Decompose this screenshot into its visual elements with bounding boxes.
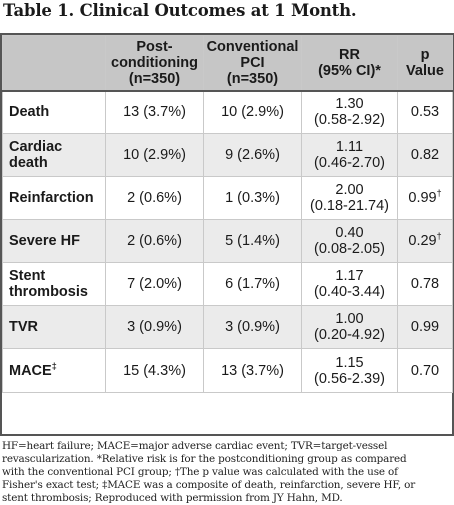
table-row: Reinfarction 2 (0.6%) 1 (0.3%) 2.00 (0.18-21… (2, 176, 453, 220)
footnote-mark: † (436, 231, 442, 242)
column-header-4: p Value (397, 35, 453, 92)
footnote-line: revascularization. *Relative risk is for… (2, 453, 407, 465)
column-header-3: RR (95% CI)* (301, 35, 398, 92)
footnote-line: with the conventional PCI group; †The p … (2, 466, 398, 478)
postconditioning-cell: 10 (2.9%) (105, 133, 204, 177)
row-label: Cardiac death (2, 133, 106, 177)
footnote-mark: † (436, 188, 442, 199)
conventional-pci-cell: 3 (0.9%) (203, 305, 302, 349)
conventional-pci-cell: 1 (0.3%) (203, 176, 302, 220)
conventional-pci-cell: 9 (2.6%) (203, 133, 302, 177)
p-value-cell: 0.70 (397, 348, 453, 393)
table-row: Stent thrombosis 7 (2.0%) 6 (1.7%) 1.17 (0.40… (2, 262, 453, 306)
conventional-pci-cell: 6 (1.7%) (203, 262, 302, 306)
relative-risk-cell: 1.11 (0.46-2.70) (301, 133, 398, 177)
row-label: TVR (2, 305, 106, 349)
outcomes-table: Post-conditioning (n=350) Conventional PCI(… (2, 35, 453, 393)
postconditioning-cell: 2 (0.6%) (105, 176, 204, 220)
p-value-cell: 0.29† (397, 219, 453, 263)
p-value-cell: 0.82 (397, 133, 453, 177)
table-footnote: HF=heart failure; MACE=major adverse car… (2, 440, 452, 505)
p-value-cell: 0.53 (397, 90, 453, 134)
footnote-line: Fisher's exact test; ‡MACE was a composi… (2, 479, 416, 491)
table-row: TVR 3 (0.9%) 3 (0.9%) 1.00 (0.20-4.92) 0.99 (2, 305, 453, 349)
row-label: Death (2, 90, 106, 134)
row-label: Stent thrombosis (2, 262, 106, 306)
relative-risk-cell: 1.15 (0.56-2.39) (301, 348, 398, 393)
conventional-pci-cell: 5 (1.4%) (203, 219, 302, 263)
table-row: Severe HF 2 (0.6%) 5 (1.4%) 0.40 (0.08-2.05)… (2, 219, 453, 263)
row-label: Reinfarction (2, 176, 106, 220)
header-row: Post-conditioning (n=350) Conventional PCI(… (2, 35, 453, 92)
row-label: Severe HF (2, 219, 106, 263)
conventional-pci-cell: 10 (2.9%) (203, 90, 302, 134)
postconditioning-cell: 13 (3.7%) (105, 90, 204, 134)
outcomes-table-container: Post-conditioning (n=350) Conventional PCI(… (0, 33, 454, 436)
p-value-cell: 0.78 (397, 262, 453, 306)
relative-risk-cell: 0.40 (0.08-2.05) (301, 219, 398, 263)
relative-risk-cell: 1.00 (0.20-4.92) (301, 305, 398, 349)
postconditioning-cell: 7 (2.0%) (105, 262, 204, 306)
footnote-mark: ‡ (51, 360, 57, 371)
table-row: Cardiac death 10 (2.9%) 9 (2.6%) 1.11 (0.46-2… (2, 133, 453, 177)
footnote-line: HF=heart failure; MACE=major adverse car… (2, 440, 388, 452)
postconditioning-cell: 3 (0.9%) (105, 305, 204, 349)
column-header-2: Conventional PCI (n=350) (203, 35, 302, 92)
relative-risk-cell: 2.00 (0.18-21.74) (301, 176, 398, 220)
column-header-0 (2, 35, 106, 92)
p-value-cell: 0.99 (397, 305, 453, 349)
table-row: MACE‡ 15 (4.3%) 13 (3.7%) 1.15 (0.56-2.39) 0.… (2, 348, 453, 393)
p-value-cell: 0.99† (397, 176, 453, 220)
table-title: Table 1. Clinical Outcomes at 1 Month. (3, 1, 357, 20)
relative-risk-cell: 1.30 (0.58-2.92) (301, 90, 398, 134)
conventional-pci-cell: 13 (3.7%) (203, 348, 302, 393)
table-body: Death 13 (3.7%) 10 (2.9%) 1.30 (0.58-2.92) 0.… (2, 90, 453, 393)
table-row: Death 13 (3.7%) 10 (2.9%) 1.30 (0.58-2.92) 0.… (2, 90, 453, 134)
column-header-1: Post-conditioning (n=350) (105, 35, 204, 92)
postconditioning-cell: 2 (0.6%) (105, 219, 204, 263)
footnote-line: stent thrombosis; Reproduced with permis… (2, 492, 343, 504)
postconditioning-cell: 15 (4.3%) (105, 348, 204, 393)
relative-risk-cell: 1.17 (0.40-3.44) (301, 262, 398, 306)
row-label: MACE‡ (2, 348, 106, 393)
